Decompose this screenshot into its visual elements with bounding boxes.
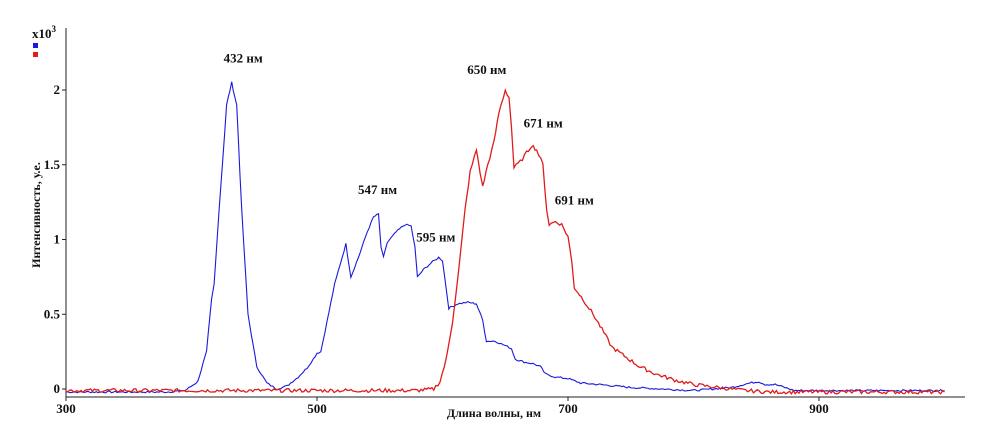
y-tick-label: 1.5 (44, 157, 61, 172)
y-tick-label: 0 (54, 381, 61, 396)
legend-marker-blue (33, 43, 38, 48)
peak-annotation: 650 нм (467, 62, 506, 77)
x-tick-label: 300 (56, 401, 76, 416)
series-line-red (65, 88, 945, 395)
peak-annotation: 547 нм (358, 182, 397, 197)
y-axis-title: Интенсивность, у.е. (29, 162, 43, 268)
y-tick-label: 1 (54, 232, 61, 247)
peak-annotation: 432 нм (224, 51, 263, 66)
legend (33, 43, 38, 57)
y-tick-label: 0.5 (44, 306, 61, 321)
peak-annotation: 671 нм (524, 115, 563, 130)
peak-annotation: 691 нм (555, 193, 594, 208)
y-multiplier-label: x103 (32, 24, 57, 41)
series-line-blue (65, 81, 945, 394)
peak-annotation: 595 нм (416, 229, 455, 244)
x-axis-title: Длина волны, нм (447, 406, 541, 420)
x-tick-label: 500 (307, 401, 327, 416)
ticks-layer: 300 500 700 900 0 0.5 1 1.5 2 (44, 82, 829, 416)
annotation-layer: 432 нм 547 нм 595 нм 650 нм 671 нм 691 нм (224, 51, 594, 245)
y-tick-label: 2 (54, 82, 61, 97)
x-tick-label: 700 (558, 401, 578, 416)
series-layer (65, 81, 945, 395)
x-tick-label: 900 (809, 401, 829, 416)
legend-marker-red (33, 52, 38, 57)
